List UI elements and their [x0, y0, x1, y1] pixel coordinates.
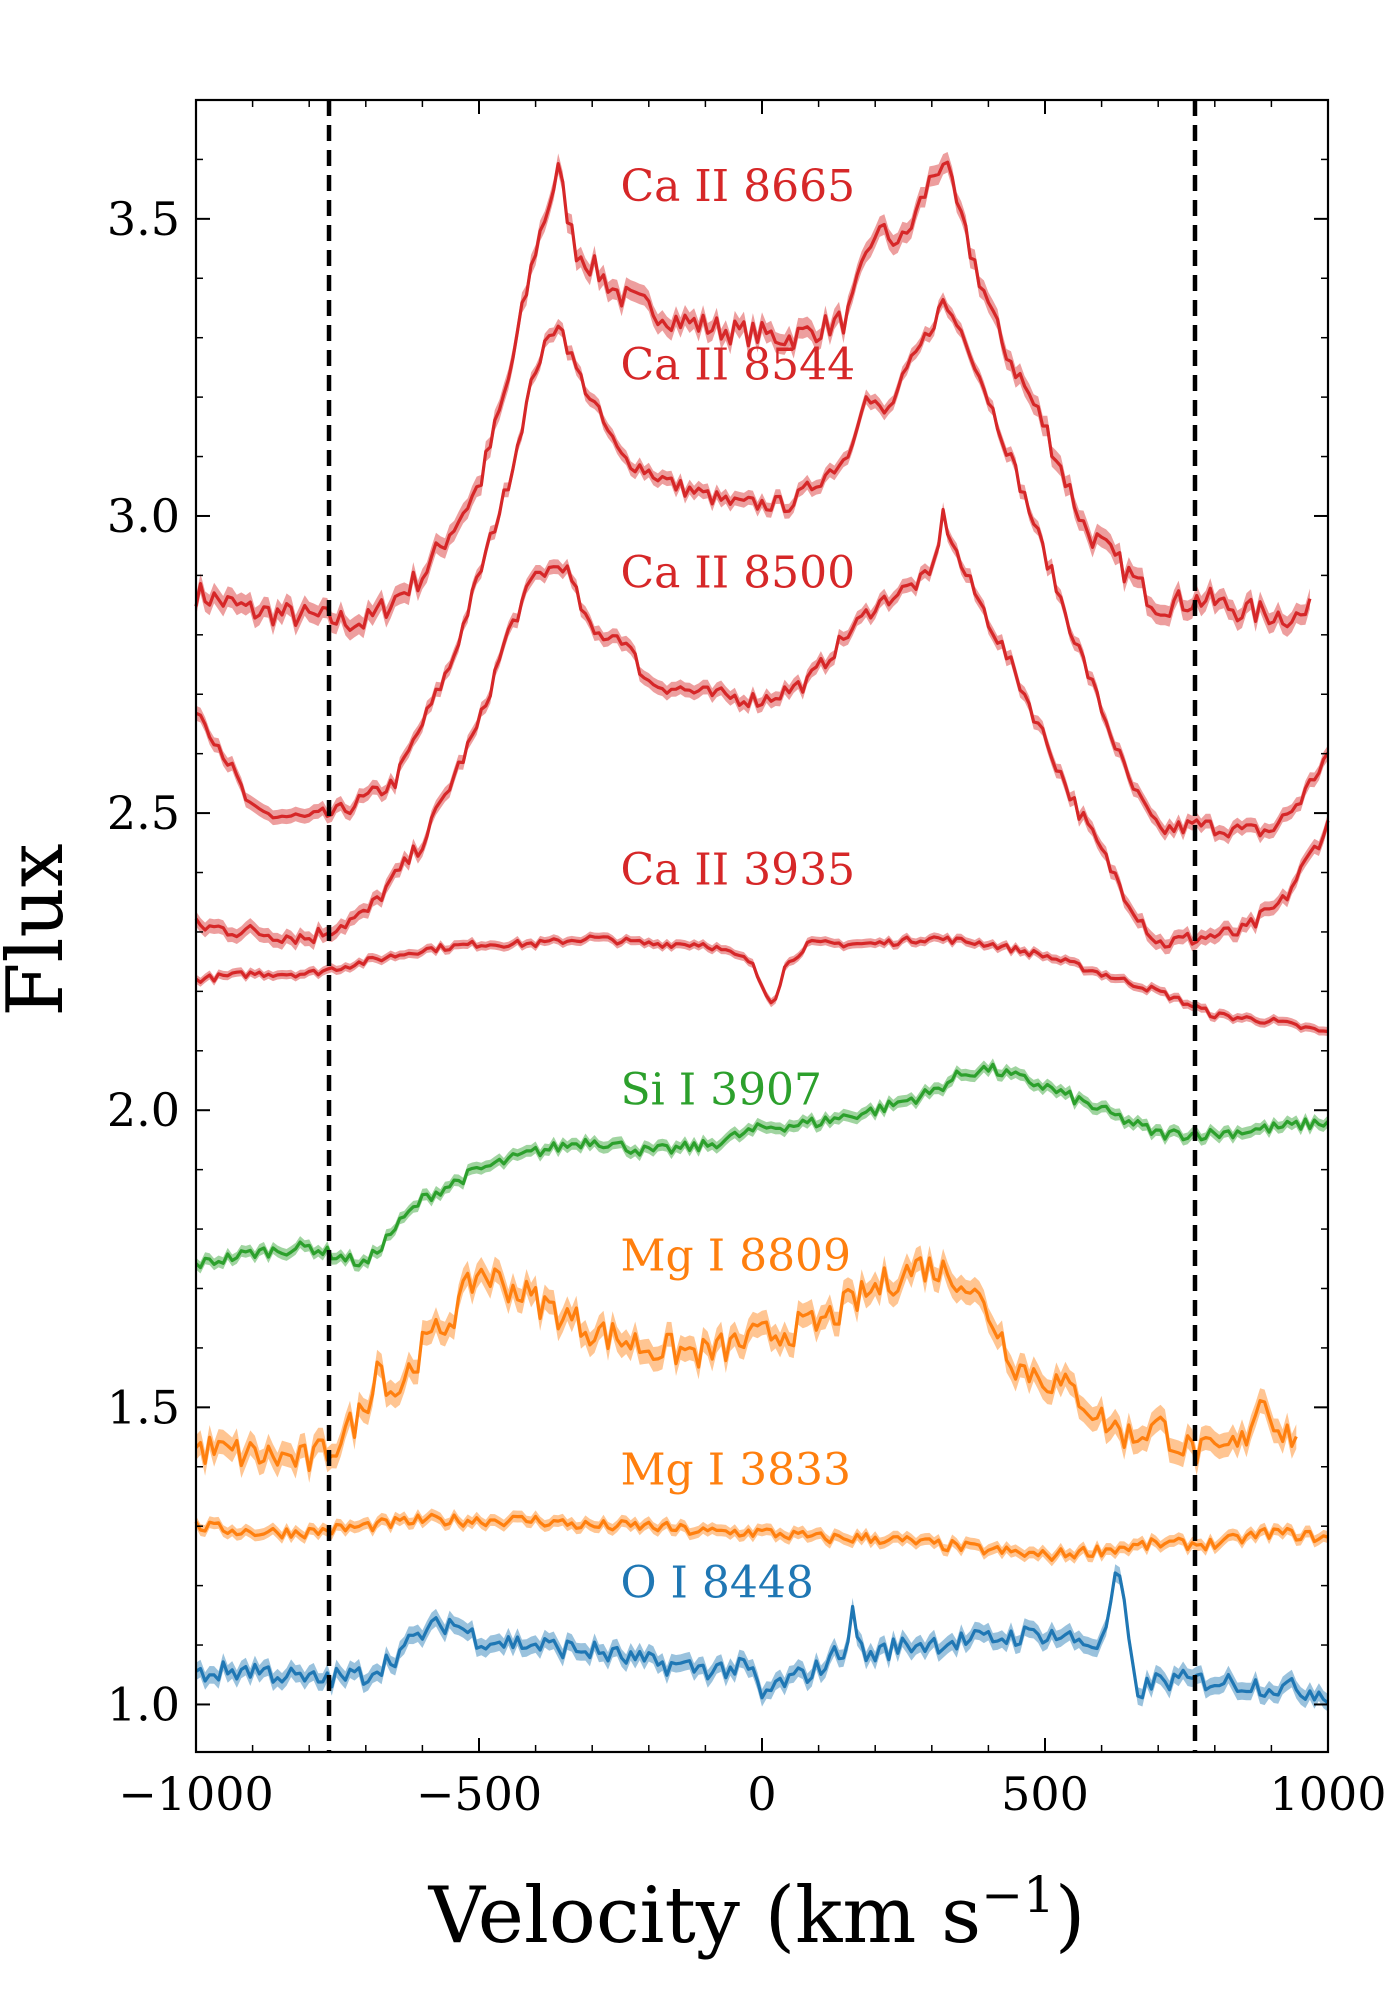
- y-tick-label: 1.0: [107, 1677, 180, 1731]
- line-o-i-8448: [195, 1571, 1329, 1705]
- x-axis-label: Velocity (km s−1): [428, 1866, 1086, 1961]
- x-tick-label: 500: [1001, 1767, 1089, 1821]
- line-ca-ii-8544: [195, 298, 1330, 839]
- series-label-si-i-3907: Si I 3907: [621, 1064, 823, 1115]
- line-ca-ii-3935: [195, 934, 1329, 1034]
- line-ca-ii-8500: [194, 507, 1330, 949]
- y-tick-label: 3.5: [107, 192, 180, 246]
- series-label-ca-ii-8665: Ca II 8665: [621, 161, 856, 212]
- y-tick-label: 2.0: [107, 1083, 180, 1137]
- x-tick-label: −500: [416, 1767, 542, 1821]
- series-label-mg-i-8809: Mg I 8809: [621, 1231, 852, 1282]
- series-label-ca-ii-8544: Ca II 8544: [621, 339, 856, 390]
- x-tick-label: 1000: [1269, 1767, 1386, 1821]
- y-tick-label: 2.5: [107, 786, 180, 840]
- y-tick-label: 3.0: [107, 489, 180, 543]
- series-label-o-i-8448: O I 8448: [621, 1557, 814, 1608]
- reference-lines: [326, 100, 1198, 1752]
- series-label-mg-i-3833: Mg I 3833: [621, 1445, 852, 1496]
- series-label-ca-ii-3935: Ca II 3935: [621, 844, 856, 895]
- line-si-i-3907: [194, 1062, 1330, 1270]
- series-label-ca-ii-8500: Ca II 8500: [621, 547, 856, 598]
- series-lines: [194, 160, 1330, 1705]
- x-tick-label: −1000: [118, 1767, 274, 1821]
- line-mg-i-8809: [194, 1256, 1298, 1473]
- x-tick-label: 0: [747, 1767, 776, 1821]
- series-labels: Ca II 8665 Ca II 8544 Ca II 8500 Ca II 3935…: [621, 161, 856, 1608]
- line-mg-i-3833: [194, 1512, 1329, 1562]
- band-ca-ii-8665: [196, 152, 1310, 641]
- line-ca-ii-8665: [194, 160, 1312, 633]
- y-tick-label: 1.5: [107, 1380, 180, 1434]
- axis-ticks: −1000 −500 0 500 1000 1.0 1.5 2.0 2.5 3.0 3.5: [107, 100, 1387, 1821]
- y-axis-label: Flux: [0, 843, 81, 1016]
